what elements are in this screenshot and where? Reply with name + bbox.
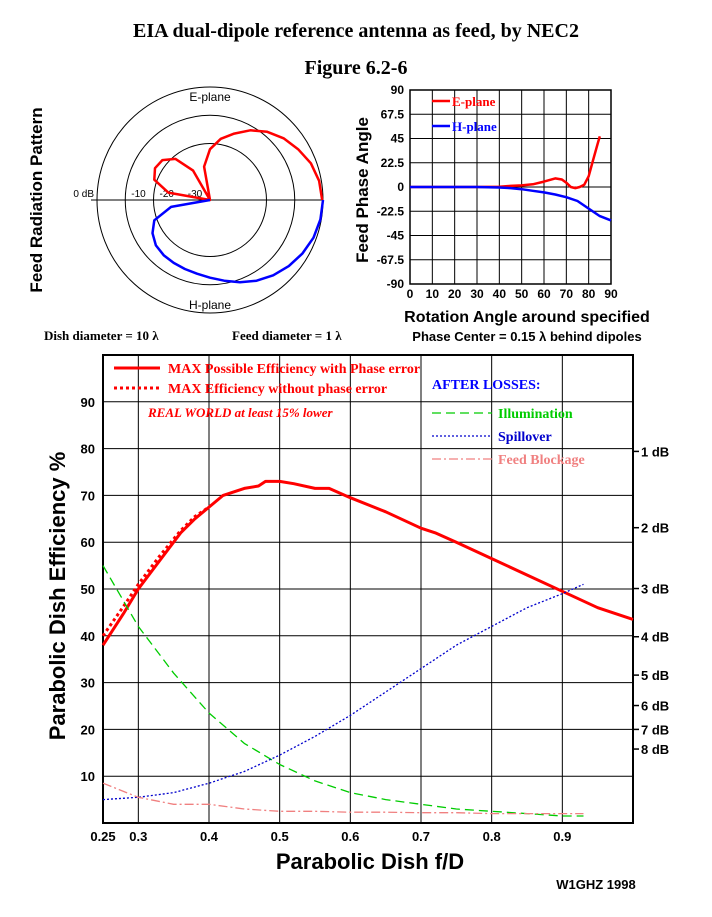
- spillover-loss-line: [102, 583, 584, 801]
- polar-ring-label: 0 dB: [73, 189, 94, 200]
- illumination-loss-line: [102, 565, 584, 817]
- polar-grid: 0 dB -10 -20 -30: [73, 86, 324, 314]
- efficiency-ytick: 50: [81, 582, 95, 597]
- phase-grid: 0 10 20 30 40 50 60 70 80 90 90 67.5 45 22.5 0 -22.5 -45…: [377, 83, 618, 301]
- efficiency-db-label: 3 dB: [641, 582, 669, 597]
- efficiency-ytick: 20: [81, 722, 95, 737]
- efficiency-without-phase-error-line: [101, 505, 210, 637]
- dish-diameter-note: Dish diameter = 10 λ: [44, 328, 159, 343]
- phase-xtick: 0: [407, 287, 414, 301]
- polar-e-plane-label: E-plane: [189, 90, 231, 104]
- polar-ring-label: -20: [160, 189, 175, 200]
- polar-ylabel: Feed Radiation Pattern: [27, 107, 46, 292]
- phase-ytick: -67.5: [377, 253, 405, 267]
- efficiency-db-label: 1 dB: [641, 444, 669, 459]
- polar-h-plane-label: H-plane: [189, 298, 231, 312]
- efficiency-xlabel: Parabolic Dish f/D: [276, 849, 464, 874]
- phase-ytick: -90: [387, 277, 405, 291]
- efficiency-xtick: 0.6: [341, 829, 359, 844]
- phase-xtick: 10: [426, 287, 440, 301]
- phase-xtick: 30: [470, 287, 484, 301]
- polar-h-plane-line: [151, 198, 325, 284]
- loss-legend-label: Spillover: [498, 430, 552, 445]
- after-losses-title: AFTER LOSSES:: [432, 378, 541, 393]
- efficiency-db-label: 6 dB: [641, 699, 669, 714]
- efficiency-legend-label: MAX Efficiency without phase error: [168, 382, 387, 397]
- efficiency-xtick: 0.25: [90, 829, 115, 844]
- efficiency-xtick: 0.8: [483, 829, 501, 844]
- phase-ytick: -22.5: [377, 204, 405, 218]
- phase-ytick: 45: [391, 132, 405, 146]
- efficiency-db-label: 2 dB: [641, 521, 669, 536]
- phase-xtick: 20: [448, 287, 462, 301]
- loss-legend-label: Feed Blockage: [498, 453, 585, 468]
- efficiency-series: [101, 479, 634, 817]
- efficiency-xtick: 0.5: [271, 829, 289, 844]
- efficiency-legend-label: MAX Possible Efficiency with Phase error: [168, 362, 420, 377]
- efficiency-with-phase-error-line: [101, 479, 634, 647]
- phase-e-plane-line: [410, 135, 602, 190]
- phase-ytick: -45: [387, 229, 405, 243]
- efficiency-ylabel: Parabolic Dish Efficiency %: [45, 452, 70, 741]
- polar-series: [151, 129, 325, 284]
- phase-series: [410, 135, 612, 222]
- efficiency-frame: [102, 354, 634, 824]
- efficiency-ytick: 10: [81, 769, 95, 784]
- phase-legend-label: H-plane: [452, 119, 497, 134]
- loss-legend-label: Illumination: [498, 407, 573, 422]
- phase-xtick: 60: [537, 287, 551, 301]
- efficiency-xtick: 0.7: [412, 829, 430, 844]
- efficiency-chart: Parabolic Dish Efficiency % 0.25 0.3 0.4 0.…: [45, 354, 669, 874]
- phase-legend: E-plane H-plane: [432, 94, 497, 134]
- efficiency-ytick: 30: [81, 676, 95, 691]
- efficiency-ytick: 80: [81, 442, 95, 457]
- efficiency-db-label: 7 dB: [641, 722, 669, 737]
- phase-ytick: 0: [397, 180, 404, 194]
- phase-chart: Feed Phase Angle 0 10 20 30 40 50 60 70 80 90 90 67…: [353, 83, 650, 344]
- efficiency-legend: MAX Possible Efficiency with Phase error…: [114, 362, 585, 468]
- efficiency-ytick: 70: [81, 488, 95, 503]
- efficiency-db-label: 5 dB: [641, 668, 669, 683]
- polar-ring-label: -10: [131, 189, 146, 200]
- efficiency-ytick: 60: [81, 535, 95, 550]
- phase-legend-label: E-plane: [452, 94, 496, 109]
- phase-ylabel: Feed Phase Angle: [353, 117, 372, 263]
- phase-ytick: 67.5: [381, 107, 405, 121]
- efficiency-ytick: 90: [81, 395, 95, 410]
- phase-xtick: 90: [604, 287, 618, 301]
- phase-ytick: 22.5: [381, 156, 405, 170]
- phase-h-plane-line: [410, 185, 612, 222]
- page-title: EIA dual-dipole reference antenna as fee…: [133, 20, 579, 42]
- phase-xtick: 50: [515, 287, 529, 301]
- feed-blockage-loss-line: [102, 782, 584, 815]
- polar-ring-label: -30: [188, 189, 203, 200]
- efficiency-grid: 0.25 0.3 0.4 0.5 0.6 0.7 0.8 0.9 10 20 30 40 50 60 70 8…: [81, 354, 669, 844]
- phase-xlabel: Rotation Angle around specified: [404, 309, 650, 326]
- polar-e-plane-line: [153, 129, 324, 202]
- real-world-note: REAL WORLD at least 15% lower: [147, 405, 333, 420]
- efficiency-db-label: 8 dB: [641, 742, 669, 757]
- efficiency-xtick: 0.9: [553, 829, 571, 844]
- feed-diameter-note: Feed diameter = 1 λ: [232, 328, 342, 343]
- polar-pattern-chart: Feed Radiation Pattern 0 dB -10 -20 -30 E-p…: [27, 86, 325, 314]
- figure-number: Figure 6.2-6: [305, 57, 408, 79]
- efficiency-xtick: 0.4: [200, 829, 219, 844]
- phase-xtick: 70: [560, 287, 574, 301]
- efficiency-ytick: 40: [81, 629, 95, 644]
- efficiency-db-label: 4 dB: [641, 630, 669, 645]
- efficiency-xtick: 0.3: [129, 829, 147, 844]
- phase-subtitle: Phase Center = 0.15 λ behind dipoles: [412, 329, 641, 344]
- credit-label: W1GHZ 1998: [556, 877, 635, 892]
- phase-xtick: 40: [493, 287, 507, 301]
- phase-xtick: 80: [582, 287, 596, 301]
- phase-ytick: 90: [391, 83, 405, 97]
